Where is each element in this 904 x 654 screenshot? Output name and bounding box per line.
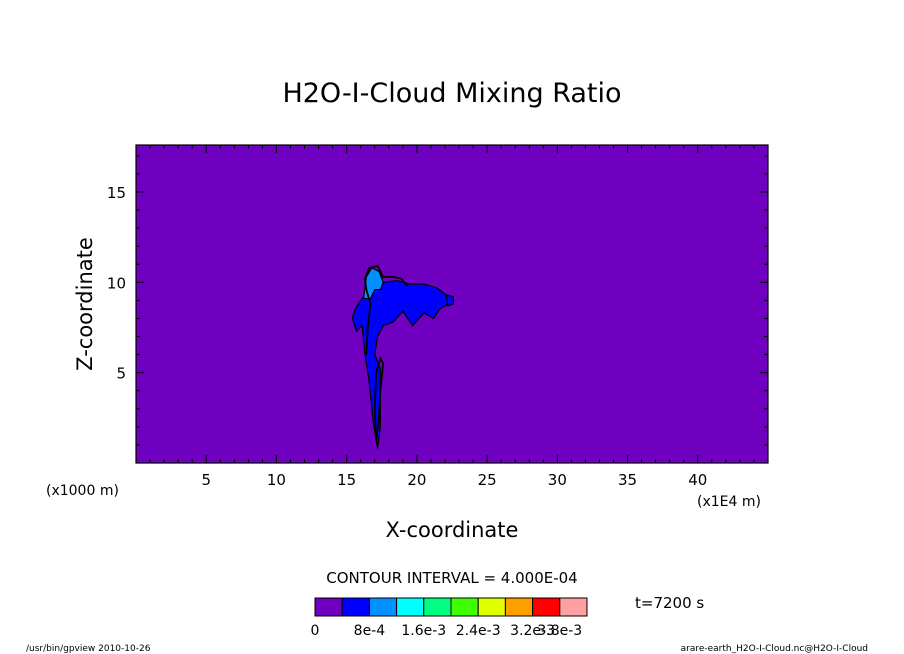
x-tick-label: 5 xyxy=(201,471,211,489)
colorbar: 0 8e-4 1.6e-3 2.4e-3 3.2e-33.8e-3 xyxy=(311,597,588,639)
y-tick-label: 15 xyxy=(107,184,126,202)
plot-frame xyxy=(135,144,769,464)
contour-region-0 xyxy=(351,274,453,449)
x-axis-label: X-coordinate xyxy=(386,518,519,542)
y-tick-label: 5 xyxy=(116,365,126,383)
footer-right: arare-earth_H2O-I-Cloud.nc@H2O-I-Cloud xyxy=(681,644,868,654)
colorbar-swatch xyxy=(504,597,534,617)
colorbar-swatch xyxy=(341,597,370,617)
x-tick-label: 10 xyxy=(267,471,286,489)
time-label: t=7200 s xyxy=(635,594,704,612)
x-tick-label: 30 xyxy=(548,471,567,489)
colorbar-swatch xyxy=(450,597,479,617)
colorbar-label: 8e-4 xyxy=(354,623,386,639)
colorbar-swatch xyxy=(396,597,425,617)
x-tick-label: 20 xyxy=(407,471,426,489)
x-unit-label: (x1E4 m) xyxy=(697,494,761,510)
colorbar-swatch xyxy=(477,597,506,617)
y-tick-label: 10 xyxy=(107,274,126,292)
colorbar-label: 3.2e-3 xyxy=(510,623,555,639)
contour-interval-label: CONTOUR INTERVAL = 4.000E-04 xyxy=(326,569,577,587)
colorbar-swatch xyxy=(368,597,398,617)
colorbar-label: 1.6e-3 xyxy=(401,623,446,639)
colorbar-label: 2.4e-3 xyxy=(456,623,501,639)
x-tick-label: 35 xyxy=(618,471,637,489)
plot-area: 5 10 15 20 25 30 35 40 5 10 15 xyxy=(107,144,769,489)
x-tick-label: 15 xyxy=(337,471,356,489)
contour-line-1 xyxy=(364,265,408,355)
colorbar-swatch xyxy=(314,597,343,617)
x-tick-label: 25 xyxy=(478,471,497,489)
y-axis-label: Z-coordinate xyxy=(73,237,97,371)
contour-region-1 xyxy=(445,294,455,307)
chart-title: H2O-I-Cloud Mixing Ratio xyxy=(282,78,621,109)
footer-left: /usr/bin/gpview 2010-10-26 xyxy=(26,644,151,654)
colorbar-label: 0 xyxy=(311,623,320,639)
colorbar-swatch xyxy=(532,597,561,617)
colorbar-label: 3.8e-3 xyxy=(537,623,582,639)
y-unit-label: (x1000 m) xyxy=(46,483,119,499)
x-tick-label: 40 xyxy=(688,471,707,489)
colorbar-swatch xyxy=(559,597,588,617)
contour-region-2 xyxy=(362,267,384,300)
colorbar-swatch xyxy=(423,597,452,617)
contour-line-0 xyxy=(373,355,385,442)
